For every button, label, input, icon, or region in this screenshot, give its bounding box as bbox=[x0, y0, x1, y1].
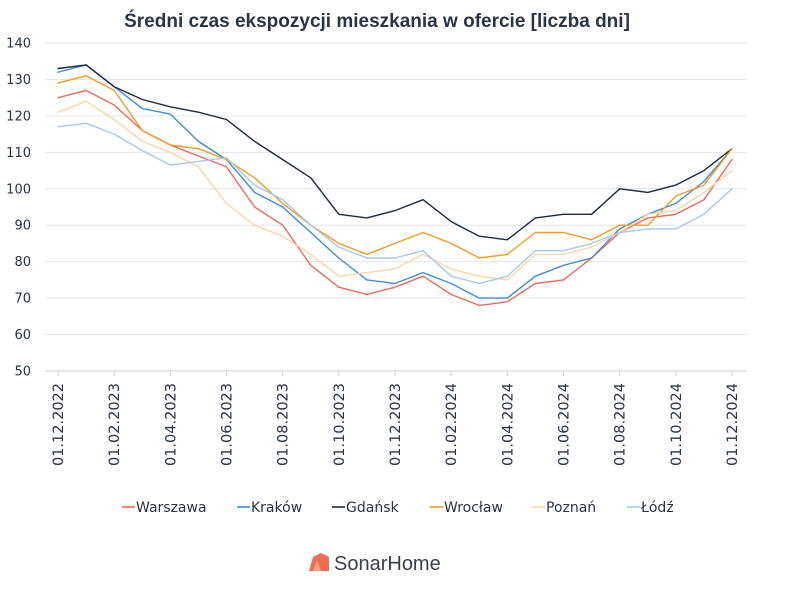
y-tick-label: 60 bbox=[14, 328, 31, 343]
legend-item: Warszawa bbox=[122, 500, 207, 516]
series-lines bbox=[57, 64, 733, 307]
legend-label: Kraków bbox=[251, 500, 302, 516]
y-tick-label: 120 bbox=[6, 109, 31, 124]
y-axis-ticks: 50 60 70 80 90 100 110 120 130 140 bbox=[6, 37, 31, 380]
legend: Warszawa Kraków Gdańsk Wrocław Poznań Łódź bbox=[122, 500, 674, 516]
x-tick-label: 01.06.2024 bbox=[557, 383, 573, 466]
house-logo-icon bbox=[309, 553, 329, 571]
legend-item: Łódź bbox=[627, 500, 674, 516]
legend-item: Kraków bbox=[237, 500, 302, 516]
sonarhome-logo: SonarHome bbox=[309, 553, 441, 575]
y-tick-label: 80 bbox=[14, 255, 31, 270]
x-tick-label: 01.12.2023 bbox=[388, 383, 404, 466]
legend-label: Wrocław bbox=[444, 500, 503, 516]
x-tick-label: 01.10.2023 bbox=[332, 383, 348, 466]
x-tick-label: 01.10.2024 bbox=[669, 383, 685, 466]
legend-label: Gdańsk bbox=[346, 500, 399, 516]
legend-item: Gdańsk bbox=[332, 500, 399, 516]
logo-text: SonarHome bbox=[334, 553, 441, 575]
x-tick-label: 01.08.2024 bbox=[613, 383, 629, 466]
y-tick-label: 70 bbox=[14, 292, 31, 307]
x-tick-label: 01.12.2024 bbox=[725, 383, 741, 466]
y-tick-label: 110 bbox=[6, 146, 31, 161]
y-tick-label: 130 bbox=[6, 73, 31, 88]
series-line-krakow bbox=[57, 64, 733, 299]
x-tick-label: 01.02.2023 bbox=[107, 383, 123, 466]
x-tick-label: 01.08.2023 bbox=[276, 383, 292, 466]
gridlines bbox=[45, 42, 747, 372]
x-tick-label: 01.12.2022 bbox=[51, 383, 67, 466]
legend-label: Łódź bbox=[640, 500, 674, 516]
series-line-wroclaw bbox=[57, 75, 733, 259]
x-tick-label: 01.04.2024 bbox=[500, 383, 516, 466]
legend-item: Wrocław bbox=[430, 500, 503, 516]
legend-label: Warszawa bbox=[136, 500, 207, 516]
y-tick-label: 90 bbox=[14, 219, 31, 234]
x-tick-label: 01.06.2023 bbox=[220, 383, 236, 466]
y-tick-label: 140 bbox=[6, 37, 31, 52]
series-line-lodz bbox=[57, 122, 733, 285]
x-tick-label: 01.02.2024 bbox=[444, 383, 460, 466]
chart-title: Średni czas ekspozycji mieszkania w ofer… bbox=[124, 10, 630, 32]
legend-label: Poznań bbox=[546, 500, 596, 516]
legend-item: Poznań bbox=[532, 500, 596, 516]
series-line-gdansk bbox=[57, 64, 733, 241]
y-tick-label: 50 bbox=[14, 365, 31, 380]
y-tick-label: 100 bbox=[6, 182, 31, 197]
x-axis-ticks: 01.12.2022 01.02.2023 01.04.2023 01.06.2023… bbox=[51, 371, 741, 466]
x-tick-label: 01.04.2023 bbox=[163, 383, 179, 466]
